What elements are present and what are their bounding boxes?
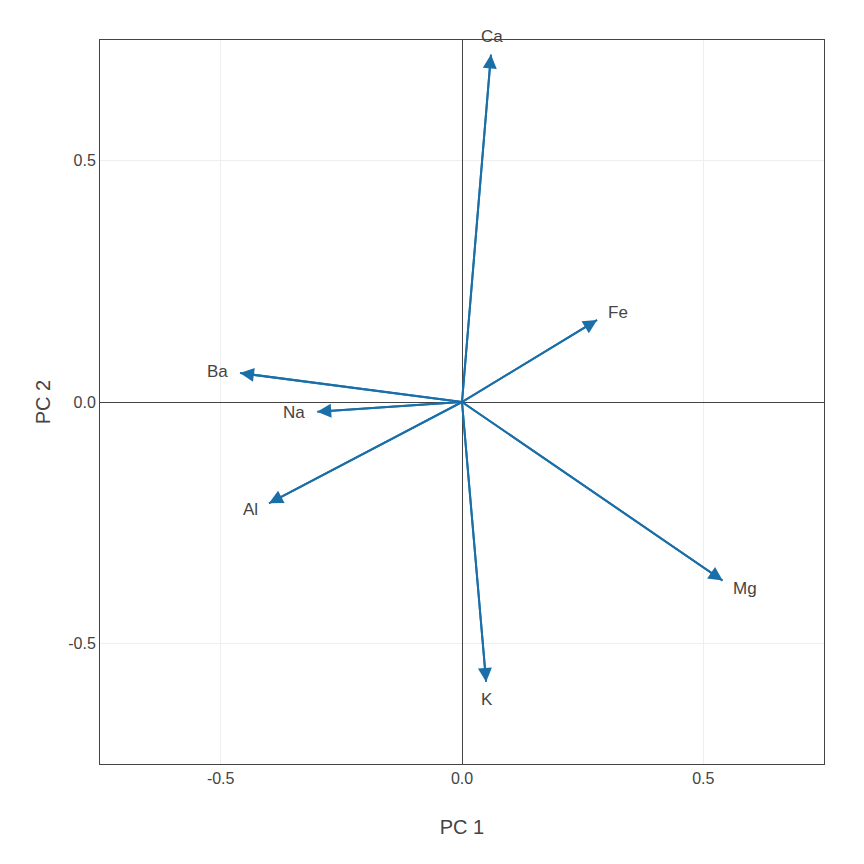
- svg-text:0.0: 0.0: [74, 394, 96, 411]
- svg-text:-0.5: -0.5: [207, 770, 235, 787]
- svg-text:Na: Na: [283, 403, 305, 422]
- svg-text:Al: Al: [243, 500, 258, 519]
- svg-text:Ca: Ca: [481, 27, 503, 46]
- svg-text:PC 2: PC 2: [32, 380, 54, 424]
- svg-text:Ba: Ba: [207, 362, 228, 381]
- svg-text:K: K: [481, 690, 493, 709]
- svg-text:-0.5: -0.5: [68, 635, 96, 652]
- svg-text:PC 1: PC 1: [440, 816, 484, 838]
- svg-text:0.5: 0.5: [74, 152, 96, 169]
- svg-text:0.0: 0.0: [451, 770, 473, 787]
- svg-text:0.5: 0.5: [692, 770, 714, 787]
- svg-text:Fe: Fe: [608, 303, 628, 322]
- svg-text:Mg: Mg: [733, 579, 757, 598]
